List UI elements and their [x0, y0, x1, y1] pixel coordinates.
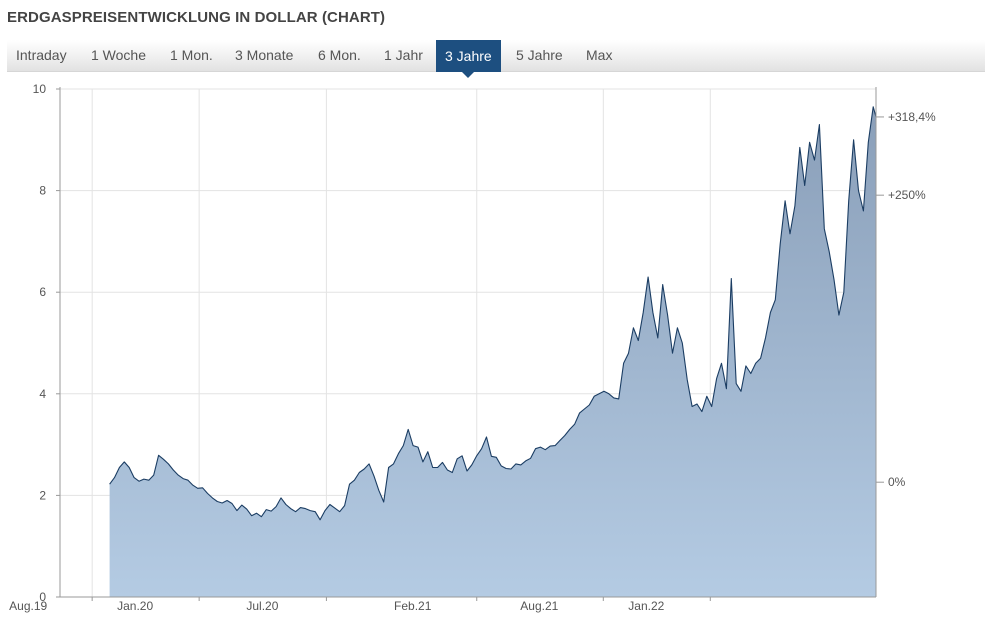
y-tick-label: 6: [39, 285, 46, 299]
chart-title: ERDGASPREISENTWICKLUNG IN DOLLAR (CHART): [7, 9, 386, 26]
chart-axes: [56, 87, 884, 601]
tab-1-jahr[interactable]: 1 Jahr: [384, 47, 423, 63]
right-tick-label: +250%: [888, 188, 926, 202]
x-axis-labels: Aug.19 Jan.20 Jul.20 Feb.21 Aug.21 Jan.22: [9, 599, 664, 613]
y-tick-label: 8: [39, 184, 46, 198]
tab-intraday[interactable]: Intraday: [16, 47, 67, 63]
time-range-tabbar: Intraday 1 Woche 1 Mon. 3 Monate 6 Mon. …: [7, 40, 985, 78]
y-tick-label: 4: [39, 387, 46, 401]
x-tick-label: Jul.20: [246, 599, 278, 613]
x-tick-label: Jan.20: [117, 599, 153, 613]
tab-3-jahre[interactable]: 3 Jahre: [436, 40, 501, 78]
series-line: [109, 106, 877, 521]
series-area: [109, 106, 877, 598]
tab-6-mon[interactable]: 6 Mon.: [318, 47, 361, 63]
y-tick-label: 10: [33, 82, 47, 96]
x-tick-label: Aug.21: [520, 599, 558, 613]
y-tick-label: 2: [39, 488, 46, 502]
right-tick-label: 0%: [888, 475, 906, 489]
y-tick-label: 0: [39, 590, 46, 604]
tab-3-monate[interactable]: 3 Monate: [235, 47, 294, 63]
x-tick-label: Aug.19: [9, 599, 47, 613]
tab-5-jahre[interactable]: 5 Jahre: [516, 47, 563, 63]
x-tick-label: Jan.22: [628, 599, 664, 613]
tab-1-woche[interactable]: 1 Woche: [91, 47, 146, 63]
tab-1-mon[interactable]: 1 Mon.: [170, 47, 213, 63]
chart-plot-area: [109, 106, 877, 598]
x-tick-label: Feb.21: [394, 599, 432, 613]
current-change-label: +318,4%: [888, 110, 936, 124]
tab-max[interactable]: Max: [586, 47, 613, 63]
y-axis-labels: 0 2 4 6 8 10: [33, 82, 47, 604]
right-axis-labels: 0% +250% +318,4%: [888, 110, 936, 489]
